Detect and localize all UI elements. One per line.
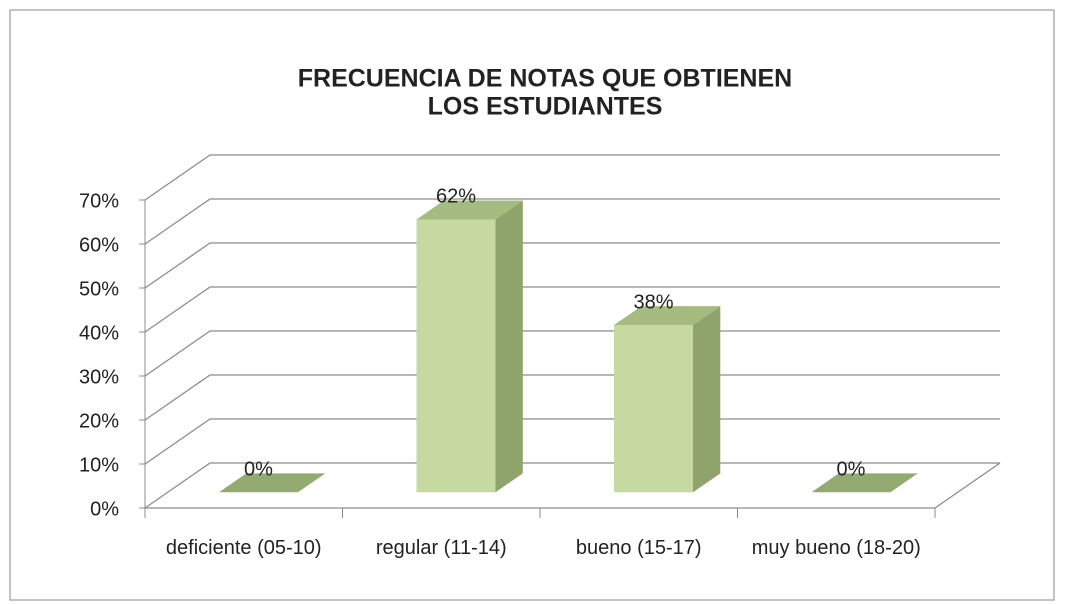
- y-tick-label: 40%: [79, 322, 119, 344]
- chart-title: FRECUENCIA DE NOTAS QUE OBTIENEN: [298, 65, 792, 93]
- grid-line: [144, 374, 1000, 421]
- grid-line: [144, 286, 1000, 333]
- value-label: 0%: [244, 459, 273, 481]
- y-tick-label: 50%: [79, 278, 119, 300]
- bar: [219, 473, 326, 493]
- x-tick-label: deficiente (05-10): [165, 537, 322, 559]
- y-tick-label: 60%: [79, 234, 119, 256]
- x-tick-label: muy bueno (18-20): [751, 537, 921, 559]
- grid-line: [144, 418, 1000, 465]
- value-label: 62%: [436, 186, 476, 208]
- bar-side: [693, 306, 721, 493]
- grid-line: [144, 462, 1000, 509]
- bar-side: [495, 200, 523, 493]
- bar: [416, 219, 496, 493]
- chart-border: [9, 9, 1055, 601]
- x-tick-label: bueno (15-17): [575, 537, 702, 559]
- bar-top: [416, 200, 523, 220]
- value-label: 0%: [837, 459, 866, 481]
- y-tick-label: 0%: [90, 498, 119, 520]
- grid-line: [144, 242, 1000, 289]
- value-label: 38%: [633, 291, 673, 313]
- x-tick-label: regular (11-14): [375, 537, 507, 559]
- bar-top: [614, 306, 721, 326]
- y-tick-label: 70%: [79, 190, 119, 212]
- y-tick-label: 10%: [79, 454, 119, 476]
- grid-line: [144, 198, 1000, 245]
- bar: [811, 473, 918, 493]
- y-tick-label: 20%: [79, 410, 119, 432]
- chart-title: LOS ESTUDIANTES: [428, 93, 663, 121]
- bar: [614, 325, 693, 493]
- grid-line: [144, 330, 1000, 377]
- grid-line: [144, 154, 1000, 201]
- y-tick-label: 30%: [79, 366, 119, 388]
